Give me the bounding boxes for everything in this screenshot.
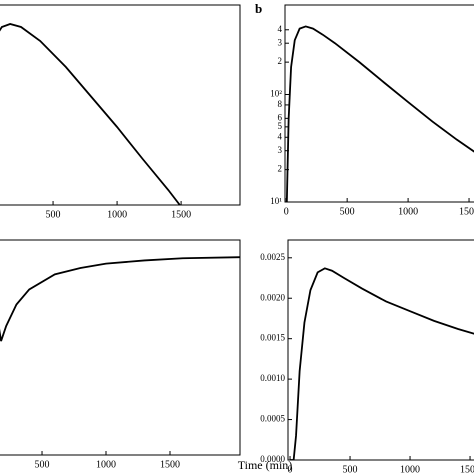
x-axis-label: Time (min) xyxy=(238,458,293,472)
data-line xyxy=(0,256,240,342)
y-tick-label: 0.0005 xyxy=(260,414,285,424)
y-tick-label: 3 xyxy=(278,37,283,47)
x-tick-label: 500 xyxy=(343,464,358,474)
y-tick-label: 0.0000 xyxy=(260,454,285,464)
x-tick-label: 0 xyxy=(288,464,293,474)
y-tick-label: 4 xyxy=(278,131,283,141)
x-tick-label: 1500 xyxy=(459,206,474,217)
x-tick-label: 500 xyxy=(35,459,50,470)
panel-label: b xyxy=(255,1,262,16)
x-tick-label: 500 xyxy=(46,209,61,220)
x-tick-label: 1000 xyxy=(398,206,418,217)
y-tick-label: 5 xyxy=(278,121,283,131)
x-tick-label: 500 xyxy=(340,206,355,217)
x-tick-label: 1500 xyxy=(460,464,474,474)
data-line xyxy=(290,267,474,460)
plot-frame xyxy=(0,4,241,206)
y-tick-label: 10¹ xyxy=(270,196,282,206)
x-tick-label: 1500 xyxy=(160,459,180,470)
data-line xyxy=(285,25,474,202)
x-tick-label: 0 xyxy=(284,206,289,217)
y-tick-label: 2 xyxy=(278,56,283,66)
y-tick-label: 4 xyxy=(278,24,283,34)
x-tick-label: 1500 xyxy=(171,209,191,220)
x-tick-label: 1000 xyxy=(107,209,127,220)
x-tick-label: 1000 xyxy=(400,464,420,474)
y-tick-label: 3 xyxy=(278,145,283,155)
y-tick-label: 0.0015 xyxy=(260,333,285,343)
x-tick-label: 1000 xyxy=(96,459,116,470)
plot-frame xyxy=(287,239,474,461)
y-tick-label: 0.0025 xyxy=(260,252,285,262)
y-tick-label: 10² xyxy=(270,89,282,99)
y-tick-label: 8 xyxy=(278,99,283,109)
y-tick-label: 0.0010 xyxy=(260,373,285,383)
plot-frame xyxy=(0,239,241,456)
plot-frame xyxy=(284,4,474,203)
y-tick-label: 0.0020 xyxy=(260,292,285,302)
data-line xyxy=(0,23,181,205)
y-tick-label: 2 xyxy=(278,164,283,174)
y-tick-label: 6 xyxy=(278,112,283,122)
